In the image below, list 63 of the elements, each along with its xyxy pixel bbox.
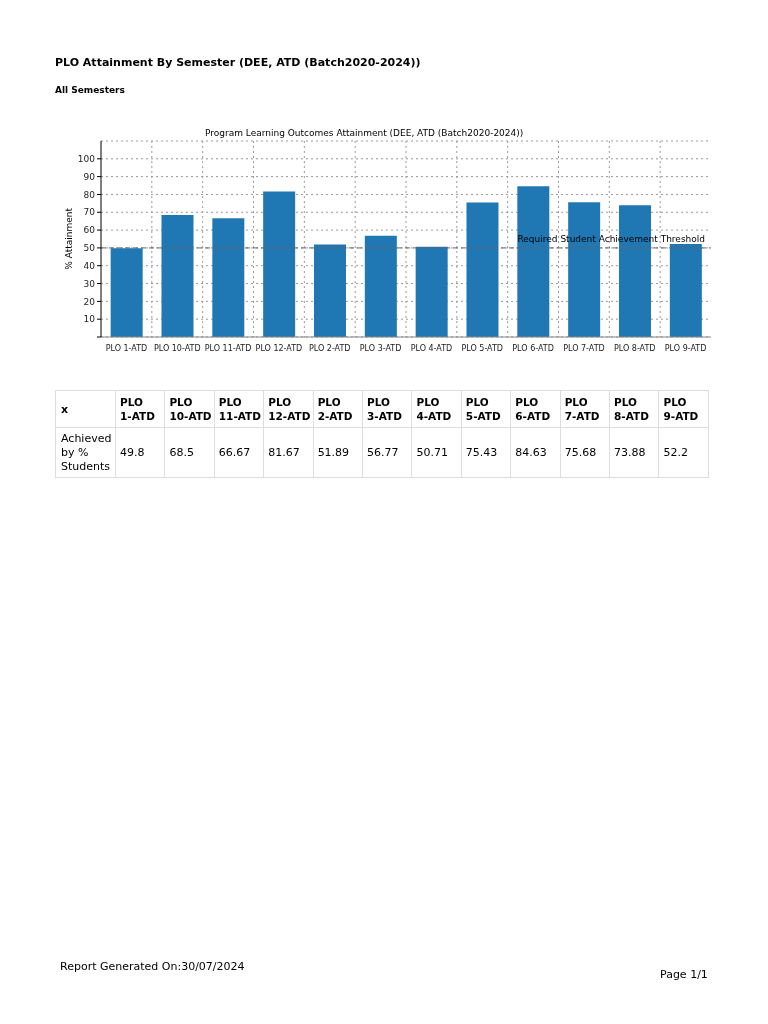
x-tick-label: PLO 8-ATD [613, 343, 656, 353]
data-label: 66.67 [214, 427, 264, 478]
y-tick-label: 90 [83, 171, 96, 182]
x-tick-label: PLO 11-ATD [204, 343, 252, 353]
data-label: 73.88 [609, 427, 659, 478]
data-label: 84.63 [510, 427, 561, 478]
data-label: 51.89 [313, 427, 363, 478]
x-tick-label: PLO 12-ATD [255, 343, 303, 353]
y-tick-label: 30 [83, 278, 96, 289]
category-label: PLO 2-ATD [317, 396, 353, 422]
y-axis-title: % Attainment [64, 208, 74, 270]
y-tick-label: 80 [83, 189, 96, 200]
category-label: PLO 7-ATD [564, 396, 600, 422]
data-label: 49.8 [115, 427, 165, 478]
bar [263, 191, 296, 337]
bar [415, 246, 448, 337]
category-label: PLO 1-ATD [120, 396, 155, 422]
data-label: 75.43 [461, 427, 511, 478]
category-label: PLO 10-ATD [169, 396, 212, 422]
y-tick-label: 40 [83, 260, 96, 271]
data-label: 52.2 [658, 427, 709, 478]
x-tick-label: PLO 3-ATD [359, 343, 402, 353]
bar [161, 214, 194, 337]
bar [110, 248, 143, 337]
data-label: 56.77 [362, 427, 412, 478]
category-label: PLO 12-ATD [268, 396, 311, 422]
bar [669, 243, 702, 337]
x-tick-label: PLO 9-ATD [664, 343, 707, 353]
category-label: PLO 6-ATD [515, 396, 551, 422]
x-tick-label: PLO 7-ATD [563, 343, 605, 353]
category-label: PLO 4-ATD [416, 396, 452, 422]
y-tick-label: 20 [83, 296, 96, 307]
data-label: 68.5 [164, 427, 215, 478]
data-label: 81.67 [263, 427, 314, 478]
y-tick-label: 100 [77, 154, 96, 165]
data-label: 50.71 [411, 427, 462, 478]
bar [313, 244, 346, 337]
chart-title: PLO Attainment By Semester (DEE, ATD (Batch2020-2024)) [55, 56, 421, 69]
y-tick-label: 60 [83, 225, 96, 236]
x-tick-label: PLO 1-ATD [105, 343, 148, 353]
y-tick-label: 50 [83, 243, 96, 254]
x-tick-label: PLO 6-ATD [512, 343, 554, 353]
text: Report Generated On:30/07/2024 [60, 960, 245, 973]
text: Program Learning Outcomes Attainment (DEE, ATD (Batch2020-2024)) [205, 128, 524, 138]
category-label: PLO 11-ATD [218, 396, 261, 422]
data-label: 75.68 [560, 427, 610, 478]
category-label: PLO 5-ATD [465, 396, 501, 422]
x-tick-label: PLO 2-ATD [308, 343, 351, 353]
bar [466, 202, 499, 337]
text: x [61, 402, 69, 416]
x-tick-label: PLO 10-ATD [153, 343, 201, 353]
y-tick-label: 70 [83, 207, 96, 218]
bar [212, 218, 245, 337]
category-label: PLO 8-ATD [614, 396, 649, 422]
y-tick-label: 10 [83, 314, 96, 325]
chart-subtitle: All Semesters [55, 85, 125, 95]
text: Achieved by % Students [61, 431, 112, 473]
category-label: PLO 9-ATD [663, 396, 699, 422]
text: Page 1/1 [660, 968, 708, 981]
category-label: PLO 3-ATD [367, 396, 402, 422]
bar [364, 235, 397, 337]
x-tick-label: PLO 4-ATD [410, 343, 453, 353]
x-tick-label: PLO 5-ATD [461, 343, 504, 353]
